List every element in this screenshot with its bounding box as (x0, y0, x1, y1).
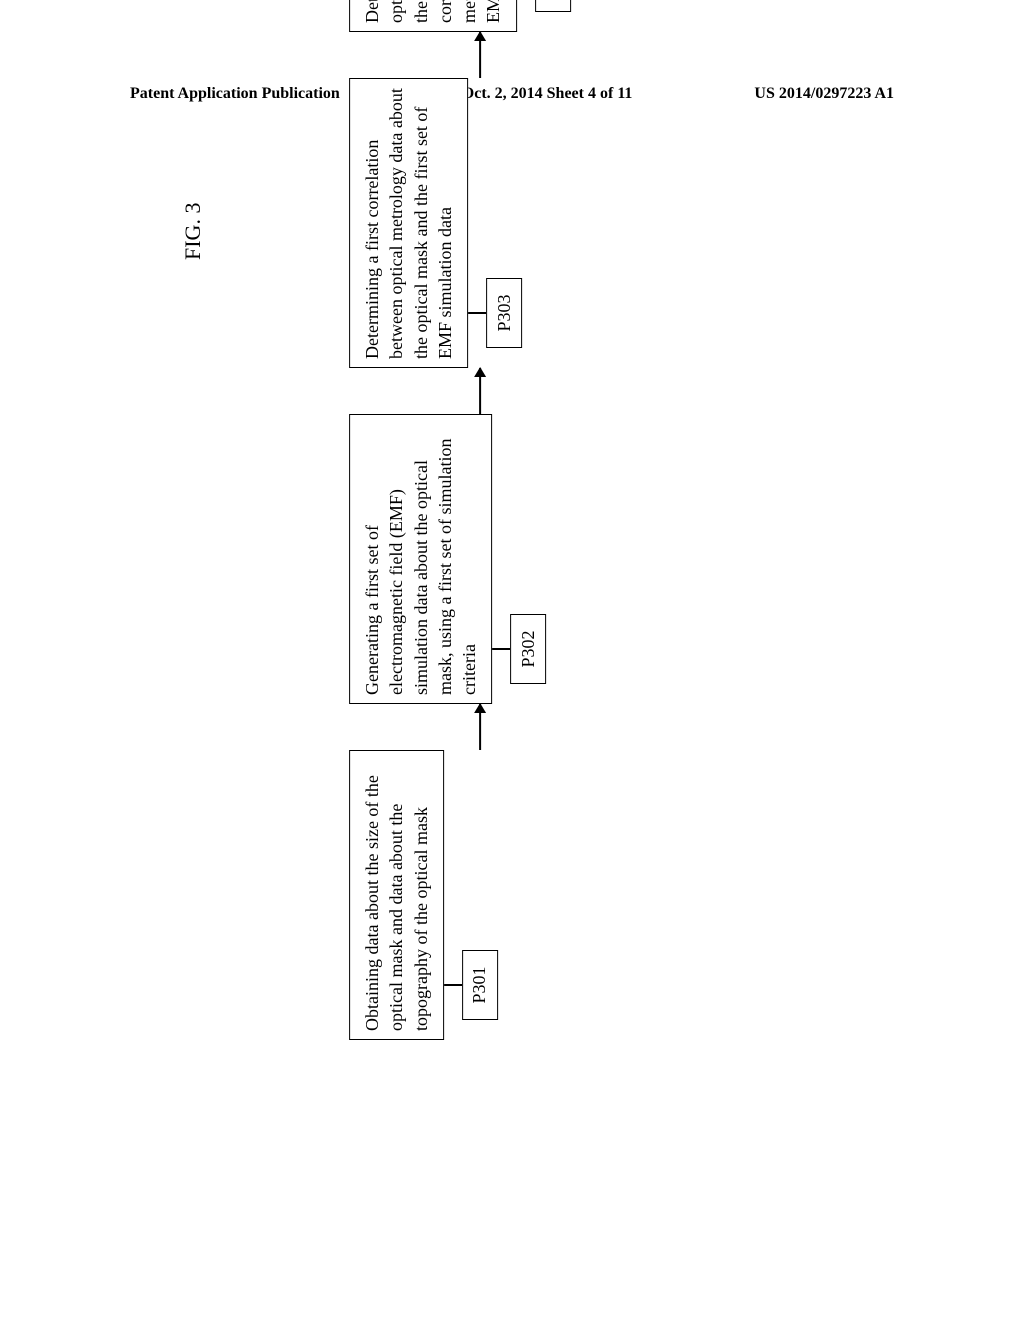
step-text-p303: Determining a first correlation between … (360, 87, 457, 359)
step-label-p304: P304 (535, 0, 571, 12)
label-stub-p301: P301 (444, 950, 498, 1020)
step-box-p301: Obtaining data about the size of the opt… (349, 750, 444, 1040)
arrow-1 (479, 704, 481, 750)
step-box-p303: Determining a first correlation between … (349, 78, 468, 368)
arrow-head-icon (474, 703, 486, 713)
label-stub-p302: P302 (493, 614, 547, 684)
figure-label: FIG. 3 (180, 203, 206, 260)
step-label-p302: P302 (511, 614, 547, 684)
step-text-p304: Determining the thickness of the optical… (360, 0, 506, 23)
flowchart: Obtaining data about the size of the opt… (349, 220, 571, 1040)
arrow-2 (479, 368, 481, 414)
header-left: Patent Application Publication (130, 85, 340, 103)
arrow-line (479, 704, 481, 750)
step-unit-p304: Determining the thickness of the optical… (349, 0, 571, 32)
arrow-line (479, 368, 481, 414)
label-connector (444, 984, 462, 986)
step-text-p302: Generating a first set of electromagneti… (360, 423, 481, 695)
step-text-p301: Obtaining data about the size of the opt… (360, 759, 433, 1031)
label-connector (468, 312, 486, 314)
arrow-head-icon (474, 31, 486, 41)
step-unit-p302: Generating a first set of electromagneti… (349, 414, 546, 704)
step-unit-p303: Determining a first correlation between … (349, 78, 522, 368)
arrow-line (479, 32, 481, 78)
label-stub-p304: P304 (517, 0, 571, 12)
step-box-p304: Determining the thickness of the optical… (349, 0, 517, 32)
flowchart-container: Obtaining data about the size of the opt… (250, 220, 670, 1040)
label-connector (493, 648, 511, 650)
step-unit-p301: Obtaining data about the size of the opt… (349, 750, 498, 1040)
step-label-p301: P301 (462, 950, 498, 1020)
header-right: US 2014/0297223 A1 (754, 85, 894, 103)
step-label-p303: P303 (486, 278, 522, 348)
step-box-p302: Generating a first set of electromagneti… (349, 414, 492, 704)
label-stub-p303: P303 (468, 278, 522, 348)
arrow-head-icon (474, 367, 486, 377)
arrow-3 (479, 32, 481, 78)
